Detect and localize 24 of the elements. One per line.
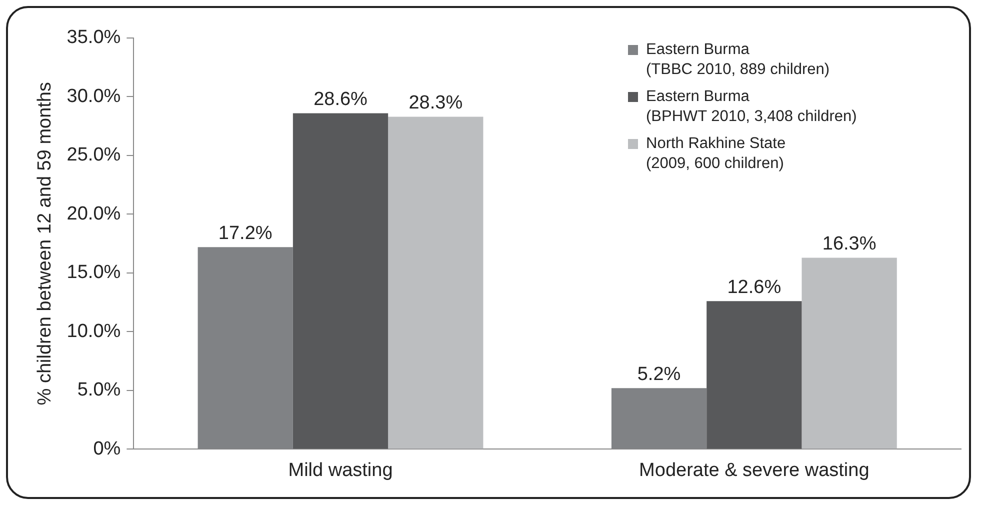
y-tick-label: 35.0% — [66, 27, 121, 48]
legend-label: Eastern Burma (TBBC 2010, 889 children) — [646, 40, 830, 80]
x-tick-label: Mild wasting — [288, 460, 393, 481]
legend-label: North Rakhine State (2009, 600 children) — [646, 134, 786, 174]
y-axis-title: % children between 12 and 59 months — [34, 82, 56, 406]
data-label: 16.3% — [822, 233, 876, 254]
y-tick-label: 10.0% — [66, 320, 121, 342]
bar — [388, 116, 484, 449]
data-label: 28.6% — [314, 88, 368, 110]
y-tick-label: 0% — [93, 438, 121, 460]
bar — [802, 258, 897, 449]
y-tick-label: 30.0% — [66, 86, 121, 107]
y-tick-label: 25.0% — [66, 144, 121, 166]
x-tick-label: Moderate & severe wasting — [639, 460, 870, 481]
y-tick-label: 20.0% — [66, 203, 121, 224]
data-label: 5.2% — [637, 364, 681, 385]
data-label: 28.3% — [408, 92, 463, 114]
bar — [292, 113, 388, 449]
data-label: 12.6% — [727, 276, 782, 298]
data-label: 17.2% — [218, 222, 272, 244]
legend-label: Eastern Burma (BPHWT 2010, 3,408 children) — [646, 87, 857, 127]
y-tick-label: 15.0% — [66, 262, 121, 284]
y-tick-label: 5.0% — [77, 380, 121, 401]
bar — [706, 301, 802, 449]
